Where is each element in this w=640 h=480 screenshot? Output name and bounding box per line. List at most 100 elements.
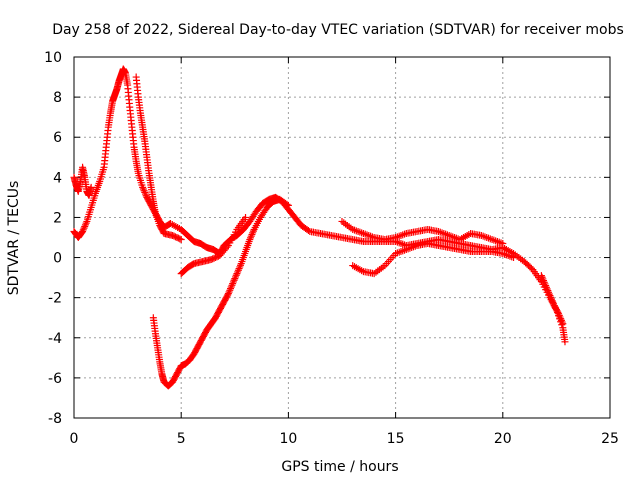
data-point <box>80 224 88 232</box>
data-point <box>548 297 556 305</box>
data-point <box>543 285 551 293</box>
data-point <box>81 221 89 229</box>
data-point <box>235 265 243 273</box>
data-point <box>540 278 548 286</box>
y-tick-label: 6 <box>53 130 62 146</box>
data-point <box>228 281 236 289</box>
data-point <box>545 290 553 298</box>
data-points <box>70 65 569 390</box>
axis-ticks: 0 5 10 15 20 25 -8 -6 -4 -2 0 2 4 6 8 10 <box>44 50 619 447</box>
y-axis-label: SDTVAR / TECUs <box>6 181 22 296</box>
data-point <box>304 226 312 234</box>
data-point <box>246 236 254 244</box>
data-point <box>247 234 255 242</box>
data-point <box>237 261 245 269</box>
data-point <box>232 273 240 281</box>
data-point <box>542 283 550 291</box>
data-point <box>232 271 240 279</box>
chart-title: Day 258 of 2022, Sidereal Day-to-day VTE… <box>52 22 624 38</box>
data-point <box>230 276 238 284</box>
data-point <box>176 235 184 243</box>
data-point <box>557 316 565 324</box>
data-point <box>139 185 147 193</box>
series-6 <box>70 163 95 199</box>
series-8 <box>537 272 567 328</box>
data-point <box>223 243 231 251</box>
data-point <box>227 283 235 291</box>
y-tick-label: 10 <box>44 50 62 66</box>
data-point <box>547 295 555 303</box>
data-point <box>225 288 233 296</box>
data-point <box>227 285 235 293</box>
x-axis-label: GPS time / hours <box>281 459 398 475</box>
data-point <box>87 183 95 191</box>
data-point <box>550 300 558 308</box>
data-point <box>248 230 256 238</box>
x-tick-label: 15 <box>387 431 405 447</box>
data-point <box>141 190 149 198</box>
data-point <box>234 268 242 276</box>
data-point <box>541 280 549 288</box>
series-7 <box>132 73 185 244</box>
data-point <box>247 232 255 240</box>
data-point <box>540 277 548 285</box>
x-tick-label: 25 <box>601 431 619 447</box>
y-tick-label: -4 <box>48 331 62 347</box>
series-4 <box>349 240 518 278</box>
series-5 <box>338 217 507 248</box>
data-point <box>537 272 545 280</box>
plot-frame <box>73 56 611 419</box>
data-point <box>558 318 566 326</box>
data-point <box>229 280 237 288</box>
x-tick-label: 0 <box>70 431 79 447</box>
y-tick-label: 0 <box>53 251 62 267</box>
data-point <box>236 263 244 271</box>
y-tick-label: 8 <box>53 90 62 106</box>
data-point <box>510 254 518 262</box>
data-point <box>226 286 234 294</box>
data-point <box>82 219 90 227</box>
data-point <box>177 236 185 244</box>
data-point <box>234 266 242 274</box>
data-point <box>547 293 555 301</box>
data-point <box>224 291 232 299</box>
data-point <box>499 240 507 248</box>
series-1 <box>70 65 569 346</box>
data-point <box>556 313 564 321</box>
data-point <box>555 311 563 319</box>
data-point <box>559 320 567 328</box>
y-tick-label: -2 <box>48 291 62 307</box>
data-point <box>139 183 147 191</box>
series-3 <box>177 213 250 278</box>
data-point <box>544 287 552 295</box>
data-point <box>557 315 565 323</box>
data-point <box>545 288 553 296</box>
data-point <box>555 310 563 318</box>
x-tick-label: 10 <box>279 431 297 447</box>
data-point <box>284 201 292 209</box>
series-2 <box>149 195 292 390</box>
data-point <box>224 290 232 298</box>
data-point <box>249 227 257 235</box>
data-point <box>546 292 554 300</box>
data-point <box>249 229 257 237</box>
x-tick-label: 20 <box>494 431 512 447</box>
data-point <box>542 282 550 290</box>
data-point <box>142 192 150 200</box>
y-tick-label: 4 <box>53 170 62 186</box>
data-point <box>81 222 89 230</box>
data-point <box>554 308 562 316</box>
y-tick-label: -8 <box>48 411 62 427</box>
x-tick-label: 5 <box>177 431 186 447</box>
data-point <box>79 227 87 235</box>
data-point <box>233 270 241 278</box>
data-point <box>229 278 237 286</box>
data-point <box>549 298 557 306</box>
data-point <box>283 200 291 208</box>
data-point <box>79 226 87 234</box>
data-point <box>140 187 148 195</box>
data-point <box>231 275 239 283</box>
data-point <box>539 275 547 283</box>
data-point <box>538 273 546 281</box>
